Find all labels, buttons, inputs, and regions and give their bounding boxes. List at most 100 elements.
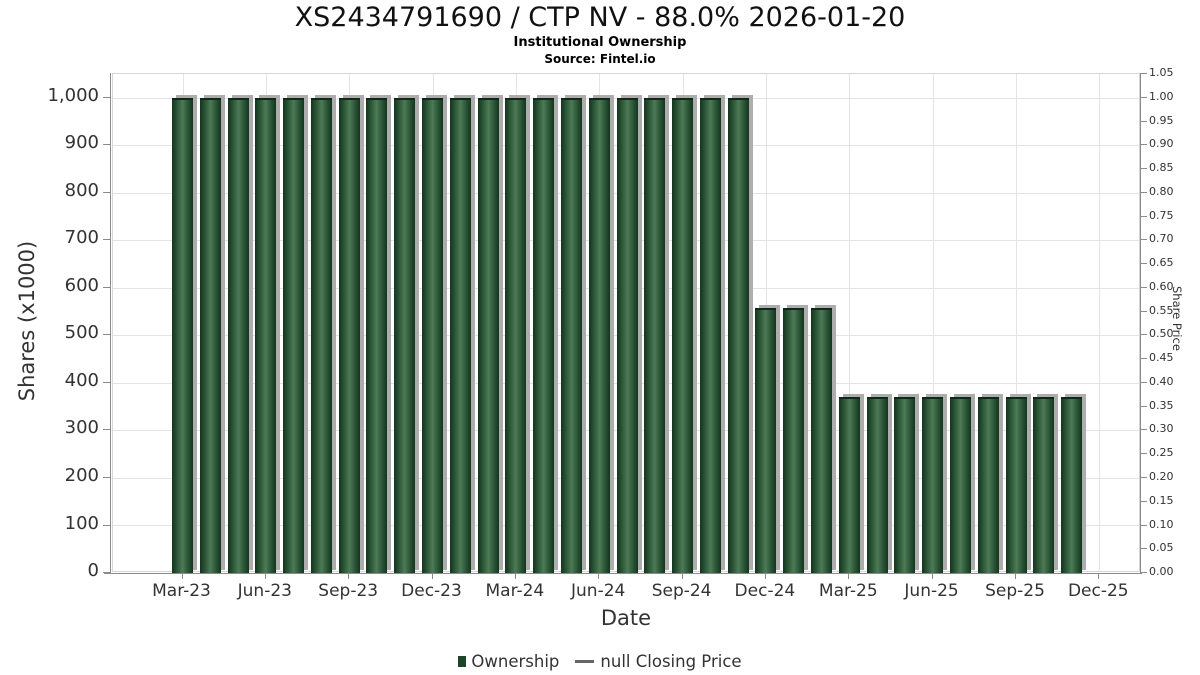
- shares-tick-label: 800: [64, 179, 99, 201]
- x-axis-tick: [514, 574, 516, 579]
- x-axis-tick: [348, 574, 350, 579]
- v-gridline: [1016, 74, 1017, 571]
- price-tick-label: 0.50: [1149, 327, 1174, 341]
- ownership-bar: [394, 97, 416, 573]
- x-axis-tick: [431, 574, 433, 579]
- right-axis-tick: [1141, 500, 1147, 502]
- right-axis-tick: [1141, 120, 1147, 122]
- ownership-bar: [533, 97, 555, 573]
- right-axis-tick: [1141, 215, 1147, 217]
- ownership-bar: [366, 97, 388, 573]
- left-axis-tick: [103, 429, 110, 431]
- x-axis-tick: [931, 574, 933, 579]
- right-axis-tick: [1141, 191, 1147, 193]
- x-axis-tick: [681, 574, 683, 579]
- left-axis-line: [110, 73, 111, 574]
- shares-tick-label: 300: [64, 417, 99, 439]
- ownership-bar: [811, 308, 832, 573]
- left-axis-tick: [103, 381, 110, 383]
- left-axis-tick: [103, 572, 110, 573]
- date-tick-label: Mar-24: [485, 581, 545, 601]
- ownership-bar: [477, 97, 499, 573]
- right-axis-tick: [1141, 239, 1147, 241]
- price-tick-label: 0.40: [1149, 374, 1174, 388]
- price-tick-label: 0.90: [1149, 137, 1174, 151]
- x-axis-tick: [1015, 574, 1016, 579]
- ownership-bar: [838, 397, 860, 573]
- ownership-bar: [1005, 397, 1027, 573]
- ownership-bar: [422, 97, 443, 573]
- date-tick-label: Jun-25: [904, 581, 959, 601]
- price-tick-label: 0.45: [1149, 351, 1174, 365]
- right-axis-tick: [1141, 477, 1147, 478]
- y-axis-title-price: Share Price: [1170, 286, 1184, 351]
- x-axis-tick: [181, 574, 183, 579]
- price-tick-label: 0.35: [1149, 398, 1174, 412]
- ownership-bar: [1033, 397, 1055, 573]
- right-axis-tick: [1141, 168, 1147, 169]
- price-tick-label: 0.15: [1149, 493, 1174, 507]
- date-tick-label: Jun-23: [237, 581, 292, 601]
- ownership-bar: [672, 97, 694, 573]
- right-axis-tick: [1141, 429, 1147, 431]
- ownership-bar: [1061, 397, 1082, 573]
- x-axis-tick: [264, 574, 266, 579]
- ownership-bar: [894, 397, 916, 573]
- left-axis-tick: [103, 144, 110, 146]
- price-tick-label: 0.75: [1149, 208, 1174, 222]
- right-axis-tick: [1141, 334, 1147, 336]
- right-axis-tick: [1141, 548, 1147, 550]
- shares-tick-label: 200: [64, 465, 99, 486]
- price-tick-label: 0.25: [1149, 446, 1174, 460]
- ownership-bar: [255, 97, 277, 573]
- ownership-bar: [616, 97, 638, 573]
- chart-title: XS2434791690 / CTP NV - 88.0% 2026-01-20: [294, 2, 906, 33]
- ownership-bar: [949, 397, 971, 573]
- legend: Ownership null Closing Price: [0, 652, 1200, 671]
- ownership-bar: [783, 308, 805, 573]
- shares-tick-label: 700: [64, 227, 99, 249]
- left-axis-tick: [103, 96, 110, 98]
- price-tick-label: 0.95: [1149, 113, 1174, 127]
- ownership-bar: [338, 97, 360, 573]
- v-gridline: [1099, 74, 1101, 571]
- date-tick-label: Mar-23: [152, 581, 211, 601]
- ownership-bar: [588, 97, 610, 573]
- date-tick-label: Sep-25: [985, 581, 1045, 601]
- right-axis-tick: [1141, 263, 1147, 265]
- date-tick-label: Sep-23: [318, 581, 379, 601]
- plot-area: [112, 73, 1140, 573]
- price-tick-label: 0.55: [1149, 303, 1174, 317]
- right-axis-tick: [1141, 405, 1147, 407]
- right-axis-tick: [1141, 286, 1147, 288]
- ownership-bar: [199, 97, 221, 573]
- right-axis-tick: [1141, 453, 1147, 455]
- shares-tick-label: 0: [87, 560, 99, 581]
- chart-source: Source: Fintel.io: [544, 52, 656, 66]
- date-tick-label: Mar-25: [818, 581, 878, 601]
- ownership-bar: [172, 97, 193, 573]
- left-axis-tick: [103, 191, 110, 193]
- right-axis-tick: [1141, 73, 1147, 74]
- right-axis-tick: [1141, 381, 1147, 383]
- shares-tick-label: 900: [64, 132, 99, 154]
- date-tick-label: Dec-23: [401, 581, 462, 601]
- right-axis-line: [1140, 73, 1141, 574]
- price-tick-label: 0.00: [1149, 565, 1174, 578]
- date-tick-label: Dec-25: [1067, 581, 1129, 601]
- left-axis-tick: [103, 334, 110, 336]
- left-axis-tick: [103, 286, 110, 288]
- ownership-bar: [310, 97, 332, 573]
- ownership-bar: [755, 308, 777, 573]
- x-axis-title-date: Date: [600, 606, 652, 630]
- price-tick-label: 1.05: [1149, 66, 1174, 79]
- right-axis-tick: [1141, 524, 1147, 526]
- x-axis-tick: [848, 574, 850, 579]
- ownership-bar: [727, 97, 749, 573]
- shares-tick-label: 400: [64, 369, 99, 391]
- price-tick-label: 0.30: [1149, 422, 1174, 436]
- ownership-series-swatch-icon: [458, 656, 467, 667]
- shares-tick-label: 500: [64, 322, 99, 344]
- left-axis-tick: [103, 477, 110, 478]
